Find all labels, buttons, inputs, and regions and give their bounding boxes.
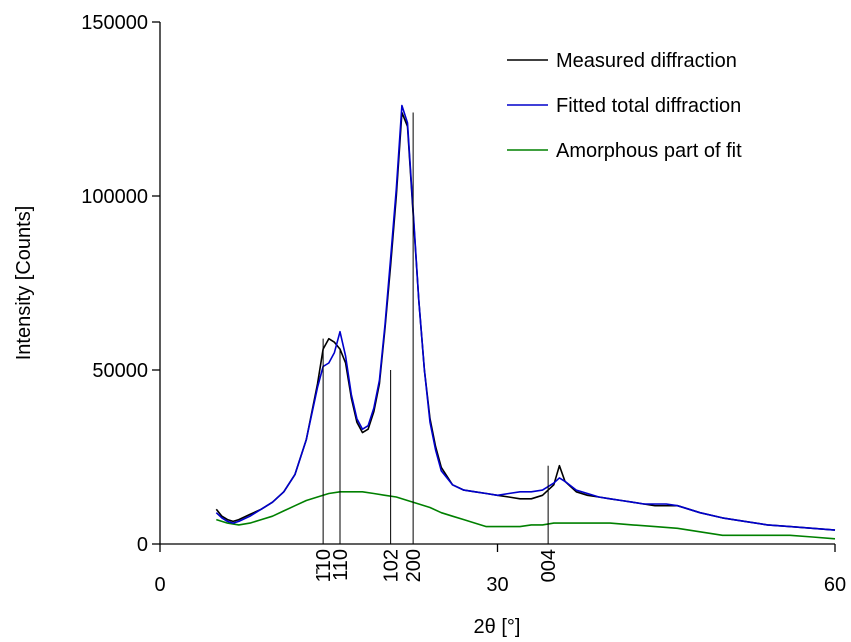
y-tick-label: 150000 bbox=[81, 12, 148, 34]
x-tick-label: 30 bbox=[486, 574, 508, 596]
x-tick-label: 60 bbox=[824, 574, 846, 596]
series-line-1 bbox=[215, 104, 836, 531]
legend: Measured diffraction Fitted total diffrac… bbox=[507, 50, 742, 162]
y-axis-title: Intensity [Counts] bbox=[13, 206, 35, 361]
series-line-2 bbox=[216, 490, 836, 540]
peak-label: 102 bbox=[381, 549, 403, 582]
peak-label: 200 bbox=[403, 549, 425, 582]
legend-label: Fitted total diffraction bbox=[556, 95, 741, 117]
y-tick-label: 0 bbox=[137, 534, 148, 556]
x-axis-title: 2θ [°] bbox=[474, 616, 521, 638]
legend-label: Amorphous part of fit bbox=[556, 140, 742, 162]
series-line-0 bbox=[215, 111, 836, 531]
legend-label: Measured diffraction bbox=[556, 50, 737, 72]
x-axis-title-unit: [°] bbox=[501, 616, 520, 638]
series-layer bbox=[215, 104, 836, 540]
y-ticks: 0 50000 100000 150000 bbox=[81, 12, 160, 556]
x-axis-title-main: 2θ bbox=[474, 616, 496, 638]
y-tick-label: 50000 bbox=[92, 360, 148, 382]
x-tick-label: 0 bbox=[154, 574, 165, 596]
y-tick-label: 100000 bbox=[81, 186, 148, 208]
peak-label: 1̄10 bbox=[313, 549, 335, 582]
x-ticks: 0 30 60 bbox=[154, 544, 846, 596]
peak-label: 110 bbox=[330, 549, 352, 581]
peak-label: 004 bbox=[538, 549, 560, 582]
